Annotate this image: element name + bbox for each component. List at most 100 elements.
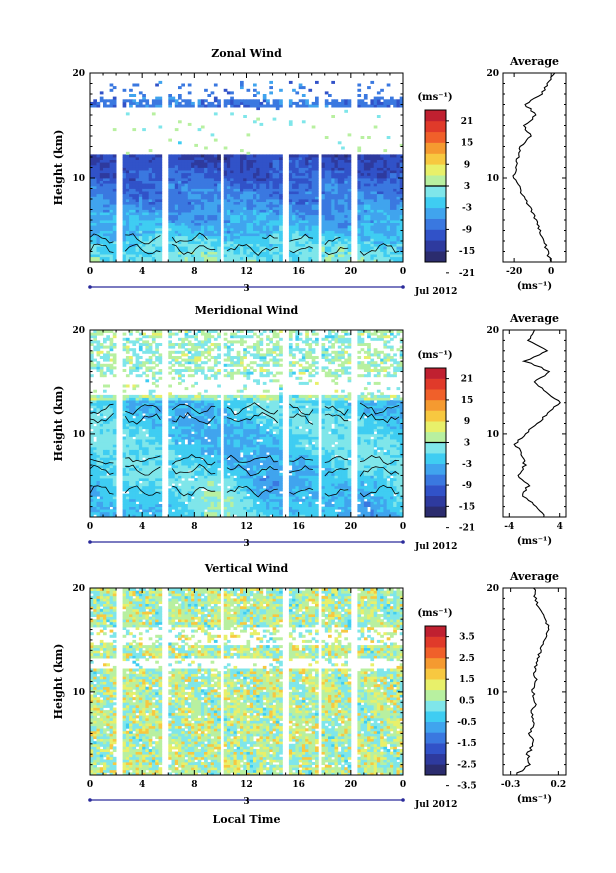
heatmap-cell xyxy=(132,162,137,166)
heatmap-cell xyxy=(376,241,381,244)
heatmap-cell xyxy=(367,259,371,263)
heatmap-cell xyxy=(275,248,280,252)
heatmap-cell xyxy=(135,452,140,456)
heatmap-cell xyxy=(266,243,270,247)
heatmap-cell xyxy=(158,157,163,160)
heatmap-cell xyxy=(253,104,257,108)
heatmap-cell xyxy=(168,178,172,181)
heatmap-cell xyxy=(376,159,381,163)
heatmap-cell xyxy=(253,214,257,218)
heatmap-cell xyxy=(249,172,254,176)
heatmap-cell xyxy=(158,162,163,166)
heatmap-cell xyxy=(191,238,195,242)
heatmap-cell xyxy=(148,212,153,216)
heatmap-cell xyxy=(386,209,391,213)
heatmap-cell xyxy=(138,496,143,500)
heatmap-cell xyxy=(99,493,104,497)
heatmap-cell xyxy=(109,493,114,497)
heatmap-cell xyxy=(155,212,159,216)
heatmap-cell xyxy=(132,384,137,388)
heatmap-cell xyxy=(142,397,146,401)
heatmap-cell xyxy=(386,256,391,260)
heatmap-cell xyxy=(200,178,205,181)
heatmap-cell xyxy=(253,225,257,229)
contour-line xyxy=(89,243,400,256)
heatmap-cell xyxy=(311,214,316,218)
heatmap-cell xyxy=(288,227,293,231)
heatmap-cell xyxy=(138,441,143,445)
heatmap-cell xyxy=(259,246,264,250)
heatmap-cell xyxy=(357,188,362,192)
heatmap-cell xyxy=(132,201,137,205)
heatmap-cell xyxy=(158,104,163,108)
heatmap-cell xyxy=(158,235,163,239)
heatmap-cell xyxy=(96,220,101,223)
heatmap-cell xyxy=(370,256,375,260)
heatmap-cell xyxy=(204,206,208,210)
heatmap-cell xyxy=(106,214,110,218)
heatmap-cell xyxy=(191,204,195,208)
heatmap-cell xyxy=(135,498,140,502)
heatmap-cell xyxy=(138,413,143,417)
heatmap-cell xyxy=(360,136,365,139)
heatmap-cell xyxy=(151,191,156,195)
heatmap-cell xyxy=(207,251,212,255)
heatmap-cell xyxy=(145,459,150,463)
heatmap-cell xyxy=(347,170,352,174)
heatmap-cell xyxy=(223,227,228,231)
heatmap-cell xyxy=(174,222,179,226)
heatmap-cell xyxy=(106,185,110,189)
heatmap-cell xyxy=(99,480,104,484)
heatmap-cell xyxy=(96,475,101,479)
heatmap-cell xyxy=(204,212,208,216)
heatmap-cell xyxy=(200,230,205,234)
heatmap-cell xyxy=(223,154,228,158)
heatmap-cell xyxy=(360,193,365,197)
heatmap-cell xyxy=(93,444,97,448)
heatmap-cell xyxy=(331,230,335,234)
heatmap-cell xyxy=(272,167,277,171)
heatmap-cell xyxy=(301,183,306,187)
heatmap-cell xyxy=(142,504,146,507)
heatmap-cell xyxy=(99,241,104,244)
heatmap-cell xyxy=(132,485,137,489)
heatmap-cell xyxy=(155,243,159,247)
heatmap-cell xyxy=(213,217,218,221)
heatmap-cell xyxy=(93,363,97,367)
heatmap-cell xyxy=(109,441,114,445)
heatmap-cell xyxy=(262,227,267,231)
heatmap-cell xyxy=(383,254,388,258)
heatmap-cell xyxy=(93,104,97,108)
heatmap-cell xyxy=(90,405,94,409)
heatmap-cell xyxy=(112,241,117,244)
heatmap-cell xyxy=(380,206,384,210)
heatmap-cell xyxy=(178,209,182,213)
heatmap-cell xyxy=(246,175,251,179)
heatmap-cell xyxy=(103,478,107,481)
heatmap-cell xyxy=(383,209,388,213)
heatmap-cell xyxy=(324,222,329,226)
heatmap-cell xyxy=(396,259,401,263)
heatmap-cell xyxy=(135,454,140,458)
heatmap-cell xyxy=(99,415,104,419)
heatmap-cell xyxy=(99,511,104,515)
heatmap-cell xyxy=(184,188,189,192)
heatmap-cell xyxy=(129,410,133,414)
heatmap-cell xyxy=(93,358,97,362)
heatmap-cell xyxy=(253,170,257,174)
heatmap-cell xyxy=(132,488,137,492)
heatmap-cell xyxy=(266,180,270,184)
heatmap-cell xyxy=(360,178,365,181)
heatmap-cell xyxy=(275,235,280,239)
heatmap-cell xyxy=(292,230,296,234)
heatmap-cell xyxy=(106,235,110,239)
heatmap-cell xyxy=(217,222,221,226)
heatmap-cell xyxy=(135,101,140,105)
heatmap-cell xyxy=(292,199,296,202)
heatmap-cell xyxy=(236,248,241,252)
heatmap-cell xyxy=(106,449,110,453)
heatmap-cell xyxy=(96,488,101,492)
heatmap-cell xyxy=(129,180,133,184)
heatmap-cell xyxy=(337,204,342,208)
heatmap-cell xyxy=(347,214,352,218)
